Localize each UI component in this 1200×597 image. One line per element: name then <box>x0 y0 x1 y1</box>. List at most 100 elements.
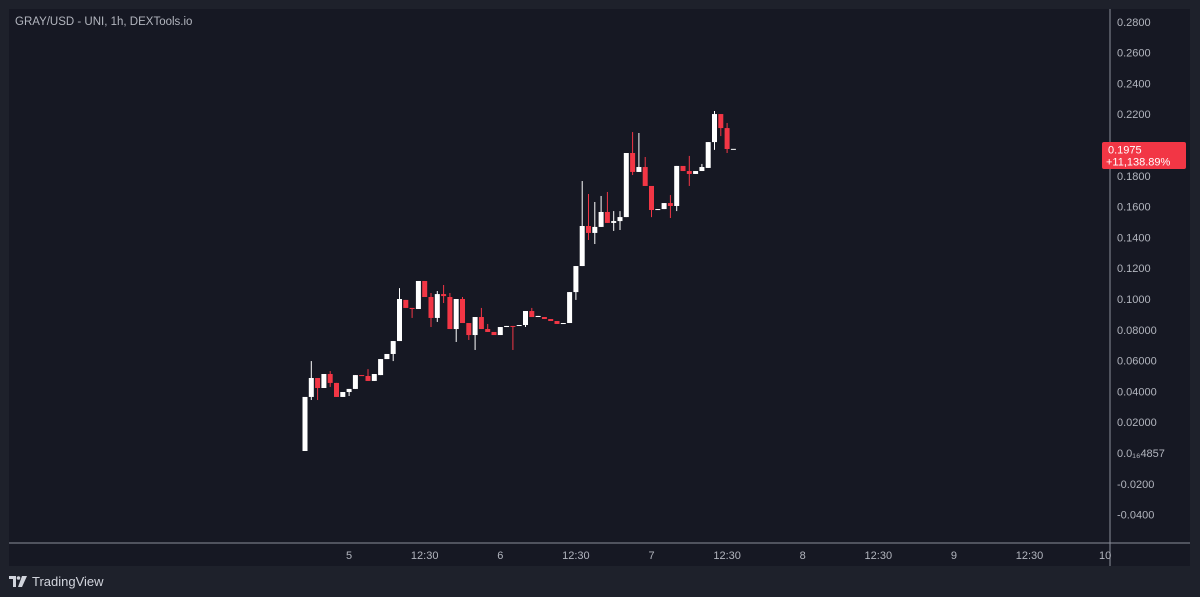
candle[interactable] <box>308 361 314 401</box>
candle[interactable] <box>422 280 428 297</box>
candle[interactable] <box>693 171 699 174</box>
candle[interactable] <box>491 331 497 336</box>
candle-body <box>680 165 686 172</box>
candle[interactable] <box>321 373 327 389</box>
candle[interactable] <box>535 315 541 318</box>
tradingview-brand[interactable]: TradingView <box>9 574 104 589</box>
price-tick-label: 0.2800 <box>1117 17 1151 29</box>
candle-body <box>554 321 560 324</box>
candle[interactable] <box>686 155 692 186</box>
candle-body <box>390 341 396 354</box>
candle[interactable] <box>340 392 346 397</box>
candle[interactable] <box>667 195 673 218</box>
price-tick-label: 0.0₁₆4857 <box>1117 448 1165 460</box>
candle[interactable] <box>334 382 339 397</box>
candlestick-chart[interactable]: 0.2800 0.2600 0.2400 0.2200 0.1800 0.1600 0.14… <box>9 9 1190 566</box>
candle-body <box>541 317 547 320</box>
candle[interactable] <box>434 290 440 322</box>
time-axis[interactable]: 5 12:30 6 12:30 7 12:30 8 12:30 9 12:30 10 <box>346 550 1111 562</box>
candle-body <box>434 294 440 318</box>
candle[interactable] <box>441 284 447 304</box>
candle[interactable] <box>598 195 604 227</box>
candle[interactable] <box>661 203 667 210</box>
candle-body <box>686 171 692 174</box>
candle[interactable] <box>705 142 711 168</box>
candle[interactable] <box>478 307 484 330</box>
candle[interactable] <box>409 307 415 318</box>
candle[interactable] <box>554 321 560 324</box>
candle[interactable] <box>315 378 321 401</box>
candle[interactable] <box>371 373 377 381</box>
candle-body <box>705 142 711 168</box>
candle[interactable] <box>617 211 623 231</box>
candle[interactable] <box>649 185 654 218</box>
candle[interactable] <box>359 375 365 377</box>
candle-body <box>308 378 314 397</box>
candle[interactable] <box>623 153 629 218</box>
candle[interactable] <box>466 323 472 340</box>
candle-body <box>397 299 402 342</box>
candle[interactable] <box>523 311 528 328</box>
price-axis[interactable]: 0.2800 0.2600 0.2400 0.2200 0.1800 0.1600 0.14… <box>1117 17 1165 522</box>
candle[interactable] <box>346 388 352 397</box>
candle[interactable] <box>573 266 579 300</box>
candle[interactable] <box>384 353 390 360</box>
candle[interactable] <box>611 211 617 231</box>
candle[interactable] <box>327 371 333 387</box>
candle[interactable] <box>548 319 554 322</box>
candle[interactable] <box>453 299 459 342</box>
candle-body <box>560 323 566 325</box>
candle-body <box>403 299 409 308</box>
candle[interactable] <box>586 193 591 241</box>
candle[interactable] <box>428 292 434 328</box>
candle[interactable] <box>655 209 661 211</box>
candle[interactable] <box>636 132 642 172</box>
candle[interactable] <box>497 327 503 336</box>
candle[interactable] <box>485 323 491 332</box>
candle[interactable] <box>730 148 736 150</box>
candle[interactable] <box>699 163 705 172</box>
candle-body <box>334 382 339 397</box>
candle[interactable] <box>560 323 566 325</box>
candle[interactable] <box>630 132 636 176</box>
chart-title: GRAY/USD - UNI, 1h, DEXTools.io <box>15 16 193 28</box>
candle[interactable] <box>592 201 598 245</box>
candle[interactable] <box>529 307 535 318</box>
candle[interactable] <box>674 165 680 212</box>
candle[interactable] <box>390 341 396 362</box>
candle[interactable] <box>397 288 402 342</box>
time-tick-label: 12:30 <box>865 550 893 562</box>
candle[interactable] <box>352 375 358 389</box>
candle[interactable] <box>415 280 421 310</box>
candle[interactable] <box>510 325 516 350</box>
candle[interactable] <box>516 325 522 327</box>
candle[interactable] <box>579 181 585 267</box>
candle[interactable] <box>447 292 453 330</box>
candle[interactable] <box>302 396 308 451</box>
candle[interactable] <box>460 296 465 324</box>
candle[interactable] <box>567 292 573 324</box>
candle[interactable] <box>504 325 510 328</box>
candle-body <box>718 114 724 129</box>
last-price-change: +11,138.89% <box>1106 157 1171 169</box>
time-tick-label: 9 <box>951 550 957 562</box>
candle[interactable] <box>724 122 730 154</box>
candle-body <box>642 167 648 186</box>
candle[interactable] <box>378 359 384 376</box>
candle[interactable] <box>712 110 717 150</box>
candle[interactable] <box>680 165 686 172</box>
candle-body <box>667 203 673 206</box>
candle[interactable] <box>604 191 610 223</box>
candle[interactable] <box>472 317 478 350</box>
candle-body <box>516 325 522 327</box>
chart-panel[interactable]: 0.2800 0.2600 0.2400 0.2200 0.1800 0.1600 0.14… <box>9 9 1190 566</box>
candle[interactable] <box>642 157 648 186</box>
candle[interactable] <box>403 299 409 308</box>
candle[interactable] <box>365 369 371 381</box>
candle-body <box>478 317 484 330</box>
candle[interactable] <box>541 317 547 320</box>
price-tick-label: 0.2600 <box>1117 48 1151 60</box>
candle[interactable] <box>718 114 724 137</box>
candle-body <box>485 329 491 332</box>
brand-name: TradingView <box>32 574 104 589</box>
